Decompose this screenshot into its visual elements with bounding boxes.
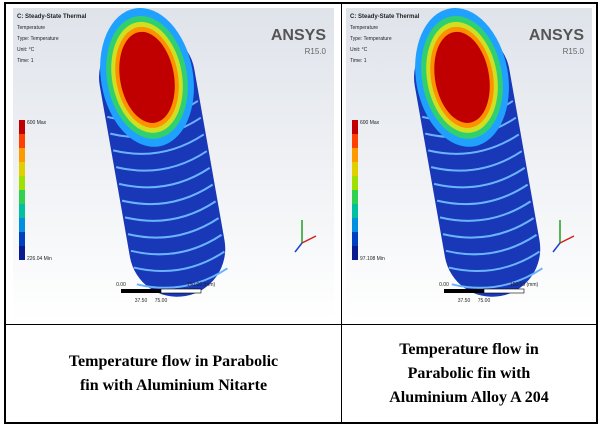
fin-ring <box>436 183 529 206</box>
header-text: Temperature <box>350 25 378 31</box>
hot-zone <box>434 31 490 123</box>
header-text: Temperature <box>17 25 45 31</box>
image-cell: C: Steady-State Thermal Temperature Type: … <box>5 3 342 325</box>
header-text: Type: Temperature <box>350 36 392 42</box>
scale-bar <box>160 288 202 294</box>
fin-ring <box>427 133 520 155</box>
image-cell: C: Steady-State Thermal Temperature Type: … <box>341 3 597 325</box>
brand: ANSYS <box>529 27 584 44</box>
version: R15.0 <box>305 47 327 56</box>
caption: Temperature flow in Parabolic fin with Alu… <box>341 324 597 423</box>
scale-label: 37.50 <box>135 298 148 304</box>
legend-swatch <box>19 162 25 176</box>
legend-swatch <box>19 148 25 162</box>
axis <box>552 242 561 253</box>
legend-min: 97.108 Min <box>360 256 385 262</box>
fin-ring <box>133 250 226 273</box>
table: C: Steady-State Thermal Temperature Type: … <box>4 2 598 424</box>
simulation-image: C: Steady-State Thermal Temperature Type: … <box>346 8 592 320</box>
legend-min: 226.04 Min <box>27 256 52 262</box>
fin <box>99 8 228 297</box>
fin-ring <box>445 234 538 256</box>
legend-swatch <box>352 218 358 232</box>
fin-ring <box>115 150 208 172</box>
scale-label: 0.00 <box>116 282 126 288</box>
fin-ring <box>130 234 223 256</box>
simulation-image: C: Steady-State Thermal Temperature Type: … <box>13 8 334 320</box>
fin-ring <box>124 200 217 222</box>
fin-ring <box>448 250 541 273</box>
legend-swatch <box>352 120 358 134</box>
scale-label: 150.00 (mm) <box>187 282 216 288</box>
version: R15.0 <box>563 47 585 56</box>
fin-ring <box>121 183 214 206</box>
legend-swatch <box>19 218 25 232</box>
caption: Temperature flow in Parabolic fin with Al… <box>5 324 342 423</box>
fin-ring <box>439 200 532 222</box>
scale-label: 75.00 <box>478 298 491 304</box>
header-text: Type: Temperature <box>17 36 59 42</box>
fin-ring <box>136 267 228 289</box>
scale-bar <box>121 289 161 293</box>
legend-max: 600 Max <box>27 120 47 126</box>
legend-swatch <box>352 162 358 176</box>
header-text: Time: 1 <box>350 58 367 64</box>
scale-label: 0.00 <box>439 282 449 288</box>
header-text: Unit: °C <box>350 47 368 53</box>
fin-ring <box>118 167 211 189</box>
caption-line: Parabolic fin with <box>407 364 531 382</box>
legend-swatch <box>19 190 25 204</box>
caption-line: Temperature flow in Parabolic <box>68 352 279 370</box>
legend-swatch <box>19 246 25 260</box>
legend-swatch <box>19 204 25 218</box>
caption-line: Aluminium Alloy A 204 <box>389 388 549 406</box>
caption-line: fin with Aluminium Nitarte <box>79 376 268 394</box>
scale-label: 37.50 <box>458 298 471 304</box>
scale-bar <box>444 289 484 293</box>
header-text: Unit: °C <box>17 47 35 53</box>
fin-ring <box>430 150 523 172</box>
legend-swatch <box>352 246 358 260</box>
legend-swatch <box>352 232 358 246</box>
fin-ring <box>127 217 220 239</box>
hot-zone <box>119 31 175 123</box>
caption-line: Temperature flow in <box>399 340 539 358</box>
brand: ANSYS <box>271 27 326 44</box>
legend-swatch <box>19 176 25 190</box>
fin-ring <box>451 267 543 289</box>
header-text: C: Steady-State Thermal <box>350 14 420 20</box>
legend-swatch <box>19 232 25 246</box>
legend-swatch <box>352 204 358 218</box>
fin-ring <box>112 133 205 155</box>
header-text: Time: 1 <box>17 58 34 64</box>
legend-swatch <box>352 148 358 162</box>
axis <box>559 235 575 244</box>
scale-label: 150.00 (mm) <box>510 282 539 288</box>
legend-swatch <box>19 134 25 148</box>
legend-swatch <box>352 190 358 204</box>
axis <box>294 242 303 253</box>
header-text: C: Steady-State Thermal <box>17 14 87 20</box>
scale-bar <box>483 288 525 294</box>
fin-ring <box>433 167 526 189</box>
axis <box>301 235 317 244</box>
scale-label: 75.00 <box>155 298 168 304</box>
legend-max: 600 Max <box>360 120 380 126</box>
legend-swatch <box>352 176 358 190</box>
fin <box>414 8 543 297</box>
legend-swatch <box>19 120 25 134</box>
legend-swatch <box>352 134 358 148</box>
fin-ring <box>442 217 535 239</box>
